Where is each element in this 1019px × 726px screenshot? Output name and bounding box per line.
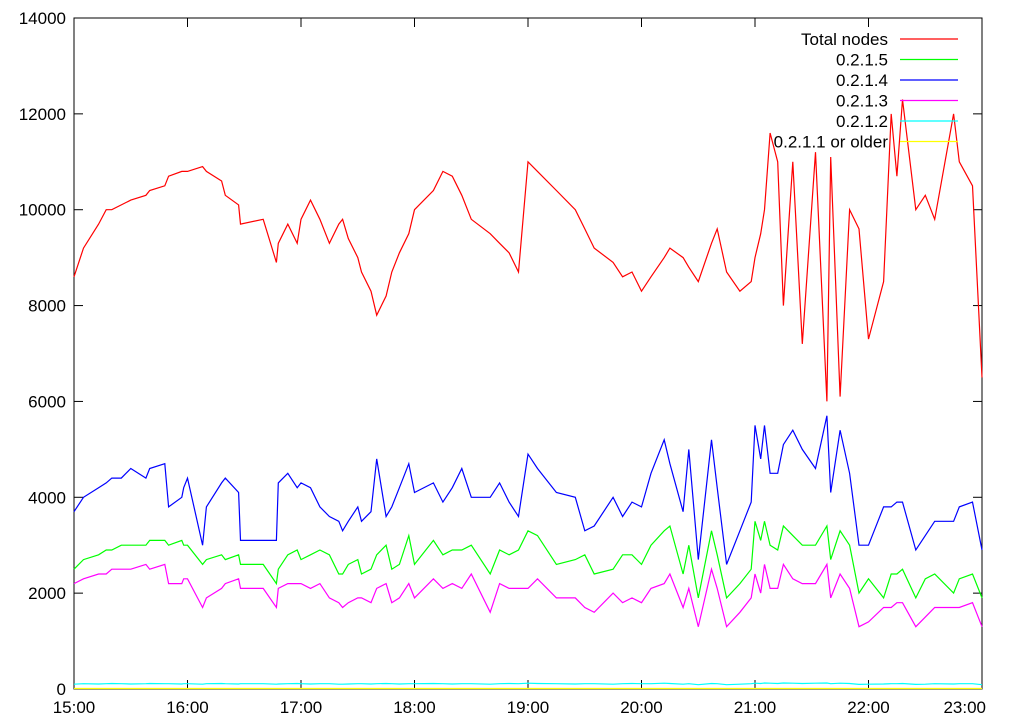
legend-label: 0.2.1.5 xyxy=(836,51,888,70)
x-tick-label: 15:00 xyxy=(53,698,96,717)
x-axis: 15:00 16:00 17:00 18:00 19:00 20:00 21:00 22:00… xyxy=(53,18,986,717)
x-tick-label: 17:00 xyxy=(280,698,323,717)
legend-label: 0.2.1.2 xyxy=(836,112,888,131)
legend-label: 0.2.1.3 xyxy=(836,92,888,111)
x-tick-label: 19:00 xyxy=(507,698,550,717)
legend-label: 0.2.1.4 xyxy=(836,71,888,90)
x-tick-label: 18:00 xyxy=(393,698,436,717)
series-line-2 xyxy=(73,415,983,565)
legend-label: Total nodes xyxy=(801,30,888,49)
x-tick-label: 23:00 xyxy=(943,698,986,717)
y-tick-label: 0 xyxy=(57,680,66,699)
legend: Total nodes 0.2.1.50.2.1.4 0.2.1.30.2.1.2 0… xyxy=(774,30,958,152)
legend-label: 0.2.1.1 or older xyxy=(774,133,889,152)
y-tick-label: 12000 xyxy=(19,105,66,124)
series-line-1 xyxy=(73,521,983,600)
x-tick-label: 21:00 xyxy=(734,698,777,717)
y-tick-label: 4000 xyxy=(28,488,66,507)
y-tick-label: 2000 xyxy=(28,584,66,603)
y-tick-label: 10000 xyxy=(19,201,66,220)
x-tick-label: 16:00 xyxy=(166,698,209,717)
series-lines xyxy=(73,99,983,690)
y-tick-label: 14000 xyxy=(19,9,66,28)
series-line-0 xyxy=(73,99,983,402)
series-line-3 xyxy=(73,562,983,628)
x-tick-label: 22:00 xyxy=(847,698,890,717)
series-line-4 xyxy=(73,682,983,686)
y-tick-label: 6000 xyxy=(28,392,66,411)
y-tick-label: 8000 xyxy=(28,297,66,316)
x-tick-label: 20:00 xyxy=(620,698,663,717)
y-axis: 0 2000 4000 6000 8000 10000 12000 14000 xyxy=(19,9,982,699)
